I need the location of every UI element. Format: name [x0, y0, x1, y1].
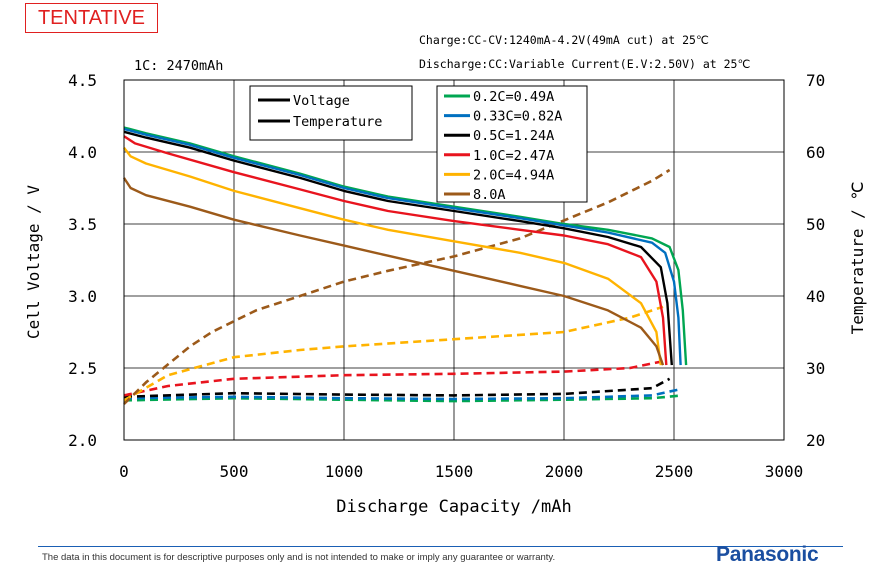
x-tick-label: 0	[119, 462, 129, 481]
temperature-curve-2	[123, 377, 671, 399]
y2-axis-label: Temperature / ℃	[848, 182, 867, 335]
legend-temperature-label: Temperature	[293, 114, 382, 130]
y2-tick-label: 40	[806, 287, 825, 306]
voltage-curve-2	[123, 130, 673, 366]
voltage-curve-0	[123, 126, 688, 366]
y2-tick-label: 60	[806, 143, 825, 162]
tick-labels: 0 500 1000 1500 2000 2500 3000 2.0 2.5 3.0 3.5 4.0 4…	[68, 71, 825, 481]
legend-voltage-label: Voltage	[293, 93, 350, 109]
footer-divider	[38, 546, 843, 547]
x-axis-label: Discharge Capacity /mAh	[336, 497, 571, 517]
y-tick-label: 2.0	[68, 431, 97, 450]
y2-tick-label: 20	[806, 431, 825, 450]
y-tick-label: 4.0	[68, 143, 97, 162]
rate-annotation: 1C: 2470mAh	[134, 58, 223, 74]
temperature-curve-5	[123, 168, 671, 405]
disclaimer-text: The data in this document is for descrip…	[42, 552, 556, 563]
charge-condition: Charge:CC-CV:1240mA-4.2V(49mA cut) at 25…	[419, 33, 709, 47]
plot-frame	[123, 79, 785, 441]
x-tick-label: 3000	[765, 462, 804, 481]
legend-label-5: 8.0A	[473, 187, 506, 203]
y2-tick-label: 30	[806, 359, 825, 378]
panasonic-logo: Panasonic	[716, 543, 819, 566]
temperature-curve-1	[123, 388, 679, 401]
y2-tick-label: 70	[806, 71, 825, 90]
x-tick-label: 500	[220, 462, 249, 481]
y2-tick-label: 50	[806, 215, 825, 234]
y-tick-label: 4.5	[68, 71, 97, 90]
x-tick-label: 2000	[545, 462, 584, 481]
temperature-curve-0	[123, 394, 683, 403]
series-legend: 0.2C=0.49A 0.33C=0.82A 0.5C=1.24A 1.0C=2.47…	[436, 85, 588, 203]
x-tick-label: 2500	[655, 462, 694, 481]
y-axis-label: Cell Voltage / V	[24, 185, 43, 339]
series-curves	[122, 126, 688, 405]
temperature-curve-4	[123, 305, 664, 402]
legend-label-0: 0.2C=0.49A	[473, 89, 554, 105]
discharge-condition: Discharge:CC:Variable Current(E.V:2.50V)…	[419, 57, 751, 71]
y-tick-label: 3.0	[68, 287, 97, 306]
x-tick-label: 1500	[435, 462, 474, 481]
tentative-stamp: TENTATIVE	[25, 3, 158, 33]
x-tick-label: 1000	[325, 462, 364, 481]
voltage-curve-4	[123, 146, 662, 366]
legend-label-2: 0.5C=1.24A	[473, 128, 554, 144]
legend-label-1: 0.33C=0.82A	[473, 109, 562, 125]
line-style-legend: Voltage Temperature	[249, 85, 413, 141]
voltage-curve-1	[123, 127, 682, 366]
voltage-curve-3	[123, 135, 668, 366]
temperature-curve-3	[123, 359, 666, 397]
y-tick-label: 3.5	[68, 215, 97, 234]
legend-label-3: 1.0C=2.47A	[473, 148, 554, 164]
voltage-curve-5	[122, 177, 665, 366]
legend-label-4: 2.0C=4.94A	[473, 167, 554, 183]
y-tick-label: 2.5	[68, 359, 97, 378]
